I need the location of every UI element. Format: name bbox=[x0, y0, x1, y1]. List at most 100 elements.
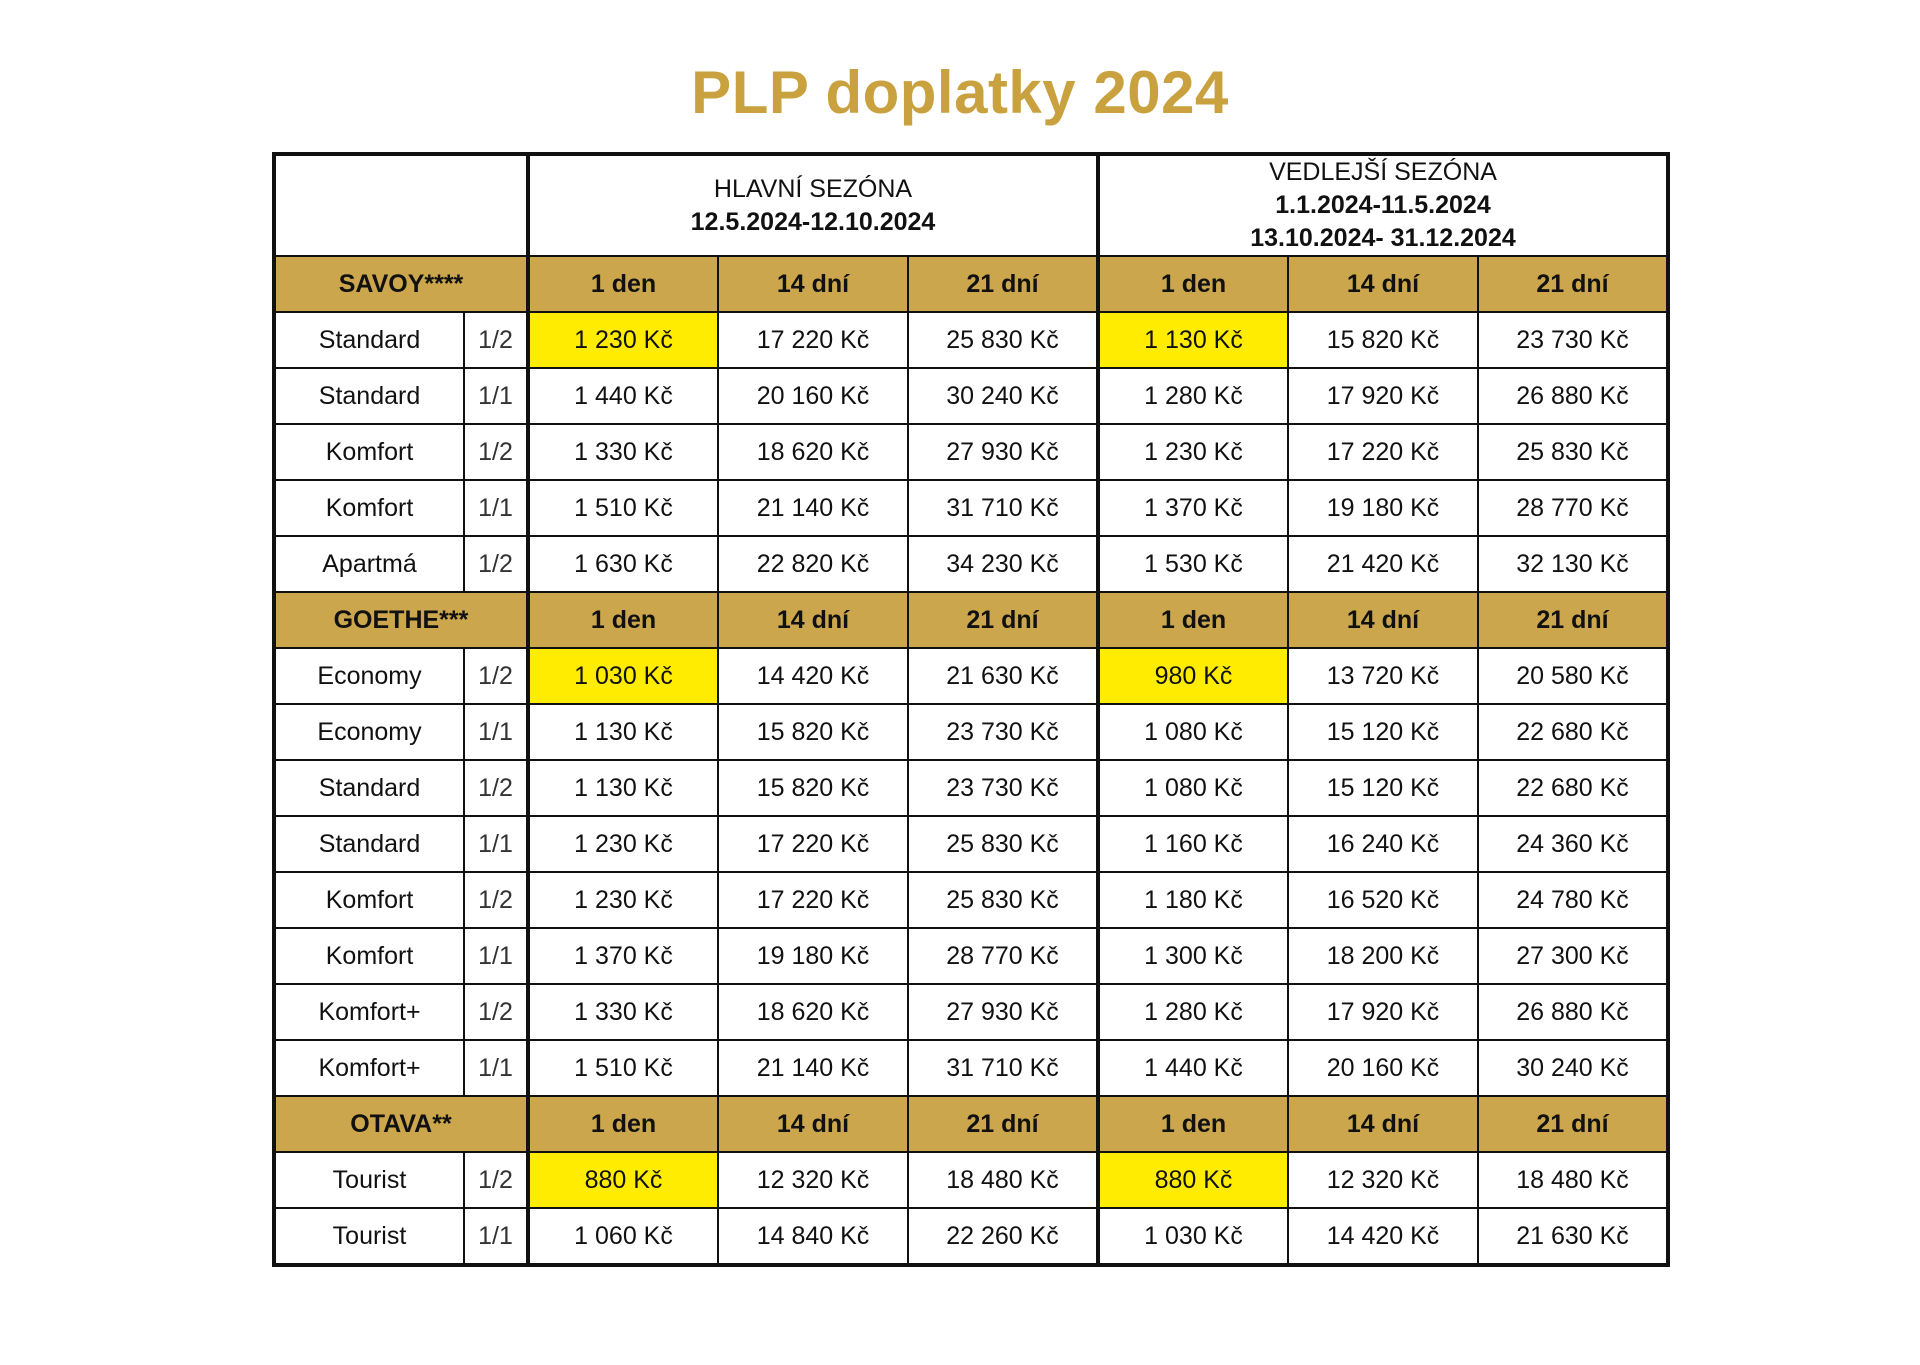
duration-header: 1 den bbox=[1096, 1095, 1289, 1153]
room-type: Komfort bbox=[272, 871, 465, 929]
table-row: Apartmá 1/2 1 630 Kč 22 820 Kč 34 230 Kč 1 53… bbox=[272, 535, 1671, 593]
season-header-row: HLAVNÍ SEZÓNA 12.5.2024-12.10.2024 VEDLE… bbox=[272, 152, 1671, 257]
duration-header: 14 dní bbox=[717, 591, 909, 649]
table-row: Komfort 1/1 1 370 Kč 19 180 Kč 28 770 Kč 1 30… bbox=[272, 927, 1671, 985]
price-cell: 17 220 Kč bbox=[1287, 423, 1479, 481]
price-cell: 1 060 Kč bbox=[526, 1207, 719, 1267]
price-cell: 15 820 Kč bbox=[717, 759, 909, 817]
price-cell: 1 510 Kč bbox=[526, 479, 719, 537]
table-row: Standard 1/2 1 230 Kč 17 220 Kč 25 830 Kč 1 1… bbox=[272, 311, 1671, 369]
price-cell: 20 580 Kč bbox=[1476, 647, 1671, 705]
price-cell: 1 230 Kč bbox=[526, 311, 719, 369]
hotel-name: SAVOY**** bbox=[272, 255, 529, 313]
price-cell: 1 230 Kč bbox=[526, 871, 719, 929]
main-season-header: HLAVNÍ SEZÓNA 12.5.2024-12.10.2024 bbox=[526, 152, 1099, 257]
price-cell: 880 Kč bbox=[1096, 1151, 1289, 1209]
price-cell: 1 330 Kč bbox=[526, 983, 719, 1041]
price-cell: 1 130 Kč bbox=[526, 703, 719, 761]
price-cell: 1 370 Kč bbox=[1096, 479, 1289, 537]
price-cell: 22 260 Kč bbox=[907, 1207, 1099, 1267]
price-cell: 25 830 Kč bbox=[907, 311, 1099, 369]
table-row: Komfort 1/2 1 330 Kč 18 620 Kč 27 930 Kč 1 23… bbox=[272, 423, 1671, 481]
room-type: Komfort bbox=[272, 479, 465, 537]
duration-header: 14 dní bbox=[1287, 591, 1479, 649]
table-row: Tourist 1/2 880 Kč 12 320 Kč 18 480 Kč 880 Kč… bbox=[272, 1151, 1671, 1209]
table-row: Economy 1/1 1 130 Kč 15 820 Kč 23 730 Kč 1 08… bbox=[272, 703, 1671, 761]
price-cell: 880 Kč bbox=[526, 1151, 719, 1209]
price-cell: 1 370 Kč bbox=[526, 927, 719, 985]
occupancy: 1/1 bbox=[463, 479, 529, 537]
price-cell: 15 120 Kč bbox=[1287, 759, 1479, 817]
price-cell: 25 830 Kč bbox=[1476, 423, 1671, 481]
hotel-name: OTAVA** bbox=[272, 1095, 529, 1153]
hotel-header-row: GOETHE*** 1 den 14 dní 21 dní 1 den 14 dní 21 … bbox=[272, 591, 1671, 649]
occupancy: 1/1 bbox=[463, 1039, 529, 1097]
duration-header: 21 dní bbox=[1476, 255, 1671, 313]
price-cell: 16 520 Kč bbox=[1287, 871, 1479, 929]
room-type: Komfort+ bbox=[272, 1039, 465, 1097]
price-cell: 27 300 Kč bbox=[1476, 927, 1671, 985]
room-type: Tourist bbox=[272, 1207, 465, 1267]
price-cell: 17 220 Kč bbox=[717, 815, 909, 873]
price-cell: 15 820 Kč bbox=[1287, 311, 1479, 369]
room-type: Standard bbox=[272, 367, 465, 425]
occupancy: 1/1 bbox=[463, 703, 529, 761]
price-cell: 1 230 Kč bbox=[526, 815, 719, 873]
price-cell: 1 230 Kč bbox=[1096, 423, 1289, 481]
price-cell: 12 320 Kč bbox=[717, 1151, 909, 1209]
price-cell: 1 280 Kč bbox=[1096, 983, 1289, 1041]
room-type: Apartmá bbox=[272, 535, 465, 593]
occupancy: 1/2 bbox=[463, 759, 529, 817]
duration-header: 1 den bbox=[526, 255, 719, 313]
occupancy: 1/2 bbox=[463, 535, 529, 593]
price-cell: 28 770 Kč bbox=[907, 927, 1099, 985]
off-season-dates-1: 1.1.2024-11.5.2024 bbox=[1275, 191, 1491, 219]
duration-header: 14 dní bbox=[717, 255, 909, 313]
duration-header: 21 dní bbox=[907, 591, 1099, 649]
room-type: Economy bbox=[272, 703, 465, 761]
price-cell: 17 220 Kč bbox=[717, 311, 909, 369]
price-cell: 18 480 Kč bbox=[907, 1151, 1099, 1209]
price-cell: 31 710 Kč bbox=[907, 479, 1099, 537]
table-row: Komfort+ 1/1 1 510 Kč 21 140 Kč 31 710 Kč 1 4… bbox=[272, 1039, 1671, 1097]
price-cell: 17 920 Kč bbox=[1287, 367, 1479, 425]
price-cell: 22 820 Kč bbox=[717, 535, 909, 593]
price-cell: 31 710 Kč bbox=[907, 1039, 1099, 1097]
duration-header: 21 dní bbox=[1476, 591, 1671, 649]
price-cell: 16 240 Kč bbox=[1287, 815, 1479, 873]
price-cell: 1 300 Kč bbox=[1096, 927, 1289, 985]
price-cell: 20 160 Kč bbox=[717, 367, 909, 425]
price-cell: 1 510 Kč bbox=[526, 1039, 719, 1097]
table-row: Standard 1/1 1 230 Kč 17 220 Kč 25 830 Kč 1 1… bbox=[272, 815, 1671, 873]
occupancy: 1/2 bbox=[463, 311, 529, 369]
price-cell: 30 240 Kč bbox=[1476, 1039, 1671, 1097]
table-row: Tourist 1/1 1 060 Kč 14 840 Kč 22 260 Kč 1 03… bbox=[272, 1207, 1671, 1267]
price-cell: 1 440 Kč bbox=[1096, 1039, 1289, 1097]
price-cell: 27 930 Kč bbox=[907, 423, 1099, 481]
price-cell: 1 030 Kč bbox=[526, 647, 719, 705]
duration-header: 14 dní bbox=[1287, 1095, 1479, 1153]
price-cell: 23 730 Kč bbox=[907, 703, 1099, 761]
price-cell: 30 240 Kč bbox=[907, 367, 1099, 425]
occupancy: 1/1 bbox=[463, 367, 529, 425]
main-season-dates: 12.5.2024-12.10.2024 bbox=[690, 207, 936, 236]
table-row: Komfort+ 1/2 1 330 Kč 18 620 Kč 27 930 Kč 1 2… bbox=[272, 983, 1671, 1041]
duration-header: 21 dní bbox=[907, 1095, 1099, 1153]
hotel-name: GOETHE*** bbox=[272, 591, 529, 649]
price-cell: 18 200 Kč bbox=[1287, 927, 1479, 985]
hotel-header-row: OTAVA** 1 den 14 dní 21 dní 1 den 14 dní 21 dn… bbox=[272, 1095, 1671, 1153]
duration-header: 14 dní bbox=[1287, 255, 1479, 313]
price-cell: 24 360 Kč bbox=[1476, 815, 1671, 873]
price-cell: 17 920 Kč bbox=[1287, 983, 1479, 1041]
room-type: Standard bbox=[272, 311, 465, 369]
occupancy: 1/1 bbox=[463, 927, 529, 985]
price-cell: 1 330 Kč bbox=[526, 423, 719, 481]
price-cell: 1 280 Kč bbox=[1096, 367, 1289, 425]
price-table: HLAVNÍ SEZÓNA 12.5.2024-12.10.2024 VEDLE… bbox=[272, 152, 1671, 1267]
occupancy: 1/2 bbox=[463, 647, 529, 705]
price-cell: 15 120 Kč bbox=[1287, 703, 1479, 761]
empty-corner-cell bbox=[272, 152, 529, 257]
table-row: Komfort 1/1 1 510 Kč 21 140 Kč 31 710 Kč 1 37… bbox=[272, 479, 1671, 537]
main-season-name: HLAVNÍ SEZÓNA bbox=[713, 174, 913, 203]
price-cell: 1 030 Kč bbox=[1096, 1207, 1289, 1267]
